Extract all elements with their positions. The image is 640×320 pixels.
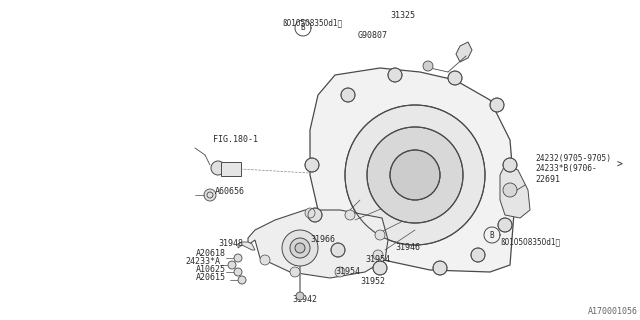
Circle shape <box>423 61 433 71</box>
Circle shape <box>290 238 310 258</box>
Text: >: > <box>617 160 623 170</box>
Circle shape <box>211 161 225 175</box>
Text: ßO1O5O835Od1）: ßO1O5O835Od1） <box>500 237 560 246</box>
Circle shape <box>503 183 517 197</box>
Circle shape <box>331 243 345 257</box>
Circle shape <box>375 230 385 240</box>
Text: ßO1O5O835Od1）: ßO1O5O835Od1） <box>282 19 342 28</box>
Circle shape <box>503 158 517 172</box>
Circle shape <box>228 261 236 269</box>
Circle shape <box>260 255 270 265</box>
Text: B: B <box>301 23 305 33</box>
Text: 24233*B(9706-: 24233*B(9706- <box>535 164 596 172</box>
Circle shape <box>308 208 322 222</box>
Text: A10625: A10625 <box>196 266 226 275</box>
Polygon shape <box>310 68 515 272</box>
Circle shape <box>373 261 387 275</box>
Circle shape <box>295 243 305 253</box>
Text: 31966: 31966 <box>310 236 335 244</box>
Circle shape <box>373 250 383 260</box>
Circle shape <box>448 71 462 85</box>
Circle shape <box>341 88 355 102</box>
FancyBboxPatch shape <box>221 162 241 176</box>
Circle shape <box>305 208 315 218</box>
Circle shape <box>305 158 319 172</box>
Circle shape <box>234 254 242 262</box>
Circle shape <box>234 268 242 276</box>
Circle shape <box>433 261 447 275</box>
Text: 24232(9705-9705): 24232(9705-9705) <box>535 154 611 163</box>
Text: 31325: 31325 <box>390 11 415 20</box>
Circle shape <box>498 218 512 232</box>
Text: 31952: 31952 <box>360 277 385 286</box>
Text: 31954: 31954 <box>335 268 360 276</box>
Circle shape <box>490 98 504 112</box>
Circle shape <box>388 68 402 82</box>
Circle shape <box>296 292 304 300</box>
Circle shape <box>282 230 318 266</box>
Circle shape <box>238 276 246 284</box>
Circle shape <box>345 105 485 245</box>
Text: A20615: A20615 <box>196 274 226 283</box>
Text: FIG.180-1: FIG.180-1 <box>213 135 258 145</box>
Text: B: B <box>490 230 494 239</box>
Text: A60656: A60656 <box>215 188 245 196</box>
Text: G90807: G90807 <box>358 30 388 39</box>
Text: 31942: 31942 <box>292 295 317 305</box>
Circle shape <box>335 267 345 277</box>
Text: A20618: A20618 <box>196 250 226 259</box>
Polygon shape <box>500 165 530 218</box>
Circle shape <box>345 210 355 220</box>
Text: 31948: 31948 <box>218 238 243 247</box>
Text: A170001056: A170001056 <box>588 307 638 316</box>
Polygon shape <box>238 242 255 250</box>
Polygon shape <box>248 210 388 278</box>
Circle shape <box>367 127 463 223</box>
Circle shape <box>471 248 485 262</box>
Polygon shape <box>456 42 472 62</box>
Circle shape <box>390 150 440 200</box>
Text: 31946: 31946 <box>395 244 420 252</box>
Circle shape <box>290 267 300 277</box>
Text: 24233*A: 24233*A <box>185 258 220 267</box>
Text: 22691: 22691 <box>535 175 560 185</box>
Text: 31954: 31954 <box>365 255 390 265</box>
Circle shape <box>204 189 216 201</box>
